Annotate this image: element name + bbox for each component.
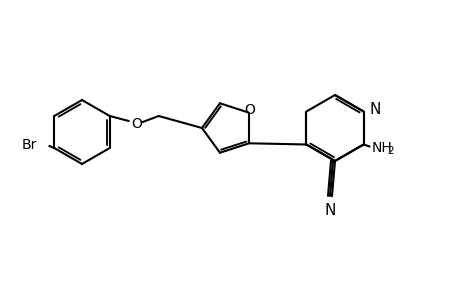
Text: O: O [244, 103, 255, 117]
Text: 2: 2 [387, 146, 393, 155]
Text: Br: Br [22, 138, 37, 152]
Text: N: N [324, 203, 335, 218]
Text: O: O [131, 117, 142, 131]
Text: N: N [369, 102, 380, 117]
Text: NH: NH [371, 140, 392, 154]
